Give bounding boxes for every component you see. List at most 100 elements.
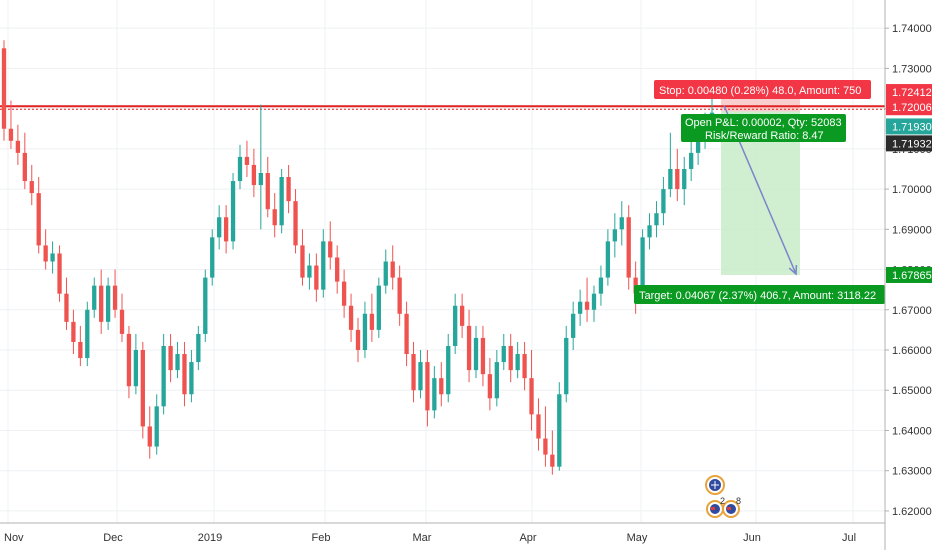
event-globe-lines [711,481,719,489]
candle-body [522,354,527,379]
price-tick-label: 1.69000 [892,224,932,236]
candle-body [161,345,166,407]
candle-body [647,225,652,238]
price-tag-entry-text: 1.71930 [892,121,932,133]
price-tag-entry-bg [886,118,932,135]
price-tag-resistance: 1.72006 [886,99,932,116]
candle-body [175,354,180,371]
price-tick-label: 1.63000 [892,466,932,478]
candle-body [265,172,270,210]
candle-body [459,305,465,326]
candle-body [640,237,645,294]
candle-body [619,217,624,230]
candle-body [668,168,673,190]
candle-body [230,181,236,242]
event-badge-count-1: 2 [720,496,725,506]
event-flag-icon-1[interactable] [706,500,724,518]
candle-body [85,309,90,359]
price-tag-stop-text: 1.72412 [892,87,932,99]
time-tick-label: Jun [743,532,761,544]
price-tag-target: 1.67865 [886,266,932,283]
candle-body [119,309,125,334]
time-tick-label: Jul [842,532,856,544]
candle-body [307,265,312,278]
candle-body [536,414,541,439]
price-tag-stop: 1.72412 [886,84,932,101]
price-tag-entry: 1.71930 [886,118,932,135]
event-globe-icon[interactable] [705,475,725,495]
time-tick-label: 2019 [198,532,222,544]
candle-body [383,261,388,286]
candle-body [418,362,423,391]
price-tick-label: 1.64000 [892,425,932,437]
price-axis[interactable]: 1.740001.730001.720001.710001.700001.690… [884,0,932,550]
candle-body [612,229,617,242]
time-axis[interactable]: Nov Dec 2019 Feb Mar Apr May Jun Jul [0,522,885,544]
candle-body [244,156,250,165]
candle-body [466,325,472,371]
candle-body [598,277,604,294]
event-flag-1-mark [711,507,715,510]
stop-label-bg [654,80,871,99]
candle-body [584,301,590,310]
candle-body [300,245,305,278]
candle-body [494,362,499,399]
candle-body [390,261,395,278]
candle-body [15,140,21,153]
candle-body [480,337,486,375]
candle-body [397,277,402,314]
candle-body [501,345,506,363]
candle-body [258,172,263,186]
stop-label[interactable]: Stop: 0.00480 (0.28%) 48.0, Amount: 750 [654,80,871,99]
candle-body [328,241,333,258]
candle-body [210,237,215,278]
target-label[interactable]: Target: 0.04067 (2.37%) 406.7, Amount: 3… [634,285,885,304]
candle-body [577,301,583,314]
candle-body [147,426,152,447]
candle-body [1,48,7,129]
candle-body [446,345,451,395]
time-tick-label: Mar [413,532,432,544]
candle-body [682,168,687,190]
candle-body [425,362,430,411]
candle-body [133,350,139,387]
candle-body [237,156,243,182]
target-label-text: Target: 0.04067 (2.37%) 406.7, Amount: 3… [639,290,876,302]
open-pl-text: Open P&L: 0.00002, Qty: 52083 [685,117,842,129]
candle-body [626,217,631,278]
candle-body [411,354,416,391]
price-tag-current: 1.71932 [886,135,932,152]
level-lines [0,105,885,110]
candle-body [654,213,659,226]
candle-body [369,313,375,330]
price-tick-label: 1.67000 [892,305,932,317]
candle-body [508,345,513,371]
candle-body [217,217,222,238]
candle-body [286,177,291,202]
event-flag-2-mark [727,507,731,510]
price-tick-label: 1.65000 [892,385,932,397]
candle-body [348,305,354,330]
candle-body [335,257,340,282]
candle-body [571,313,576,338]
open-pl-label[interactable]: Open P&L: 0.00002, Qty: 52083 Risk/Rewar… [681,114,846,142]
candle-body [78,341,83,359]
candle-body [432,378,437,411]
candle-body [57,253,62,294]
price-tag-target-text: 1.67865 [892,270,932,282]
candle-body [99,285,104,322]
candle-body [473,337,479,371]
candle-body [439,378,444,395]
price-tick-label: 1.62000 [892,506,932,518]
candle-body [105,285,111,322]
candle-body [341,281,347,306]
projection-arrowhead [788,264,798,276]
event-markers[interactable]: 2 8 [705,475,741,518]
candle-body [605,241,611,278]
price-tick-label: 1.74000 [892,23,932,35]
event-flag-icon-2[interactable] [722,500,740,518]
candle-body [321,241,326,290]
candle-body [140,350,145,427]
candle-body [36,193,41,246]
